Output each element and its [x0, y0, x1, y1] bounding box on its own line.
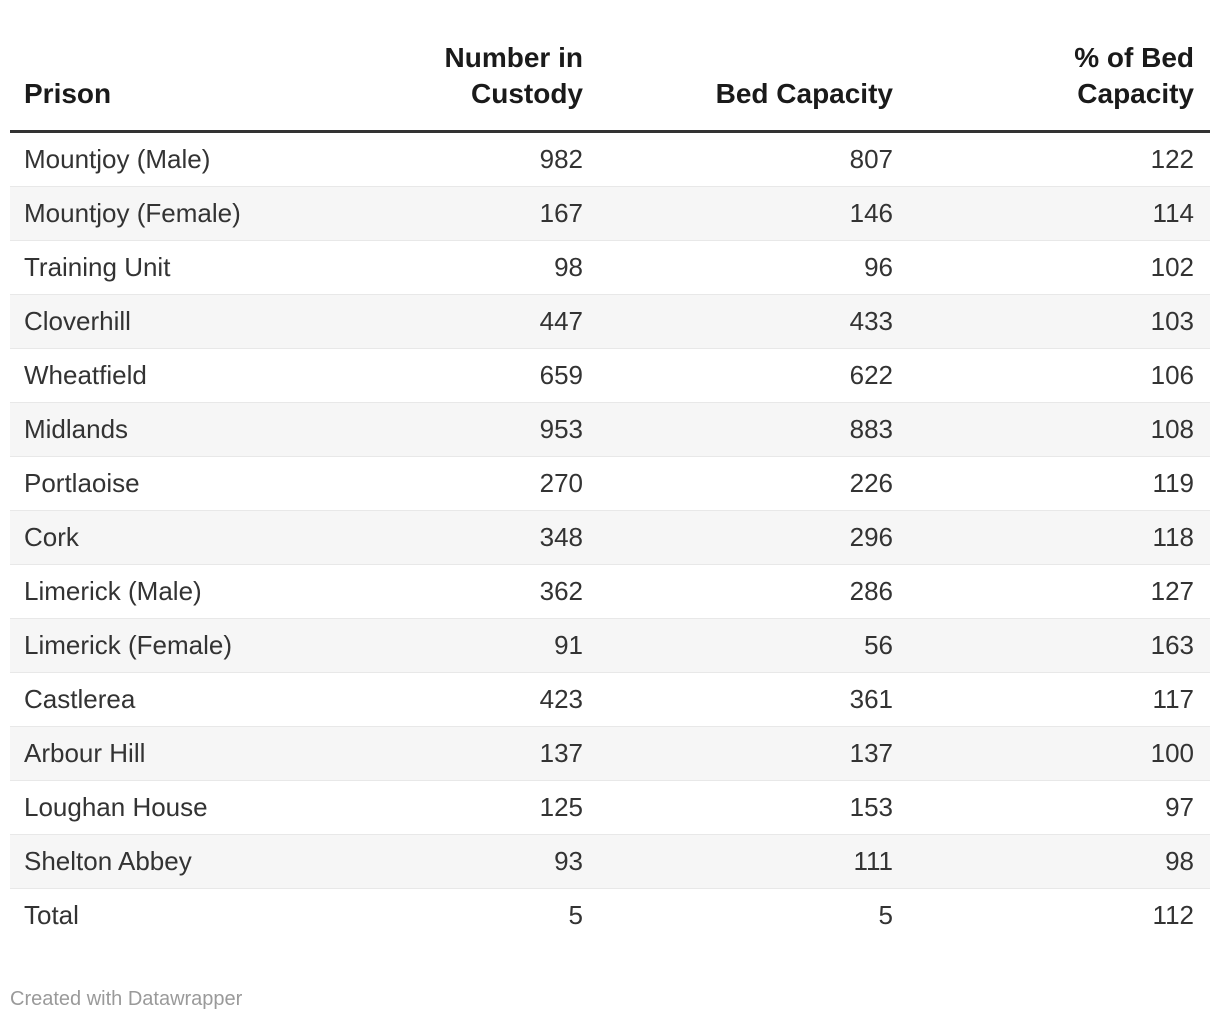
table-row: Portlaoise 270 226 119	[10, 456, 1210, 511]
cell-bed-capacity: 433	[595, 294, 905, 349]
cell-number-in-custody: 953	[300, 402, 595, 457]
cell-bed-capacity: 361	[595, 672, 905, 727]
column-header-label: Number in Custody	[444, 42, 583, 109]
table-row: Mountjoy (Female) 167 146 114	[10, 186, 1210, 241]
cell-bed-capacity: 296	[595, 510, 905, 565]
table-row: Arbour Hill 137 137 100	[10, 726, 1210, 781]
cell-bed-capacity: 137	[595, 726, 905, 781]
table-row: Limerick (Male) 362 286 127	[10, 564, 1210, 619]
cell-bed-capacity: 146	[595, 186, 905, 241]
cell-number-in-custody: 270	[300, 456, 595, 511]
table-header: Prison Number in Custody Bed Capacity % …	[10, 40, 1210, 133]
cell-bed-capacity: 96	[595, 240, 905, 295]
cell-bed-capacity: 111	[595, 834, 905, 889]
cell-number-in-custody: 659	[300, 348, 595, 403]
column-header-label: % of Bed Capacity	[1074, 42, 1194, 109]
cell-percent-bed-capacity: 127	[905, 564, 1210, 619]
table-row: Cork 348 296 118	[10, 510, 1210, 565]
cell-prison: Cork	[10, 510, 300, 565]
cell-percent-bed-capacity: 122	[905, 131, 1210, 187]
table-row-total: Total 5 5 112	[10, 889, 1210, 943]
cell-percent-bed-capacity: 98	[905, 834, 1210, 889]
cell-prison: Mountjoy (Male)	[10, 131, 300, 187]
cell-bed-capacity: 5	[878, 900, 893, 930]
table-row: Castlerea 423 361 117	[10, 672, 1210, 727]
cell-prison: Mountjoy (Female)	[10, 186, 300, 241]
cell-prison: Total	[24, 900, 79, 930]
cell-percent-bed-capacity: 114	[905, 186, 1210, 241]
cell-prison: Castlerea	[10, 672, 300, 727]
table-row: Training Unit 98 96 102	[10, 240, 1210, 295]
cell-percent-bed-capacity: 103	[905, 294, 1210, 349]
table-row: Wheatfield 659 622 106	[10, 348, 1210, 403]
cell-percent-bed-capacity: 106	[905, 348, 1210, 403]
cell-number-in-custody: 125	[300, 780, 595, 835]
cell-number-in-custody: 5	[568, 900, 583, 930]
table-row: Mountjoy (Male) 982 807 122	[10, 131, 1210, 187]
header-row: Prison Number in Custody Bed Capacity % …	[10, 40, 1210, 133]
cell-percent-bed-capacity: 119	[905, 456, 1210, 511]
table-row: Limerick (Female) 91 56 163	[10, 618, 1210, 673]
table-row: Shelton Abbey 93 111 98	[10, 834, 1210, 889]
cell-bed-capacity: 226	[595, 456, 905, 511]
column-header-percent-bed-capacity: % of Bed Capacity	[905, 40, 1210, 133]
cell-number-in-custody: 447	[300, 294, 595, 349]
cell-number-in-custody: 362	[300, 564, 595, 619]
column-header-label: Prison	[24, 78, 112, 109]
cell-number-in-custody: 167	[300, 186, 595, 241]
column-header-number-in-custody: Number in Custody	[300, 40, 595, 133]
cell-number-in-custody: 137	[300, 726, 595, 781]
cell-prison: Arbour Hill	[10, 726, 300, 781]
cell-number-in-custody: 982	[300, 131, 595, 187]
cell-percent-bed-capacity: 118	[905, 510, 1210, 565]
cell-prison: Cloverhill	[10, 294, 300, 349]
cell-prison: Limerick (Female)	[10, 618, 300, 673]
column-header-prison: Prison	[10, 40, 300, 133]
cell-bed-capacity: 153	[595, 780, 905, 835]
cell-percent-bed-capacity: 112	[1152, 900, 1194, 930]
cell-percent-bed-capacity: 117	[905, 672, 1210, 727]
table-body: Mountjoy (Male) 982 807 122 Mountjoy (Female…	[10, 131, 1210, 943]
cell-percent-bed-capacity: 108	[905, 402, 1210, 457]
cell-percent-bed-capacity: 97	[905, 780, 1210, 835]
column-header-label: Bed Capacity	[715, 78, 893, 109]
attribution-link[interactable]: Created with Datawrapper	[10, 988, 243, 1010]
cell-prison: Wheatfield	[10, 348, 300, 403]
cell-prison: Limerick (Male)	[10, 564, 300, 619]
table-row: Loughan House 125 153 97	[10, 780, 1210, 835]
datawrapper-table-chart: Prison Number in Custody Bed Capacity % …	[0, 40, 1220, 1011]
cell-number-in-custody: 93	[300, 834, 595, 889]
cell-bed-capacity: 622	[595, 348, 905, 403]
cell-prison: Midlands	[10, 402, 300, 457]
cell-prison: Shelton Abbey	[10, 834, 300, 889]
cell-percent-bed-capacity: 102	[905, 240, 1210, 295]
prisons-table: Prison Number in Custody Bed Capacity % …	[10, 40, 1210, 942]
cell-percent-bed-capacity: 163	[905, 618, 1210, 673]
table-row: Midlands 953 883 108	[10, 402, 1210, 457]
cell-number-in-custody: 98	[300, 240, 595, 295]
cell-number-in-custody: 423	[300, 672, 595, 727]
cell-bed-capacity: 807	[595, 131, 905, 187]
cell-number-in-custody: 348	[300, 510, 595, 565]
cell-bed-capacity: 883	[595, 402, 905, 457]
cell-prison: Loughan House	[10, 780, 300, 835]
cell-prison: Training Unit	[10, 240, 300, 295]
cell-bed-capacity: 286	[595, 564, 905, 619]
cell-number-in-custody: 91	[300, 618, 595, 673]
column-header-bed-capacity: Bed Capacity	[595, 40, 905, 133]
cell-percent-bed-capacity: 100	[905, 726, 1210, 781]
cell-prison: Portlaoise	[10, 456, 300, 511]
cell-bed-capacity: 56	[595, 618, 905, 673]
table-row: Cloverhill 447 433 103	[10, 294, 1210, 349]
